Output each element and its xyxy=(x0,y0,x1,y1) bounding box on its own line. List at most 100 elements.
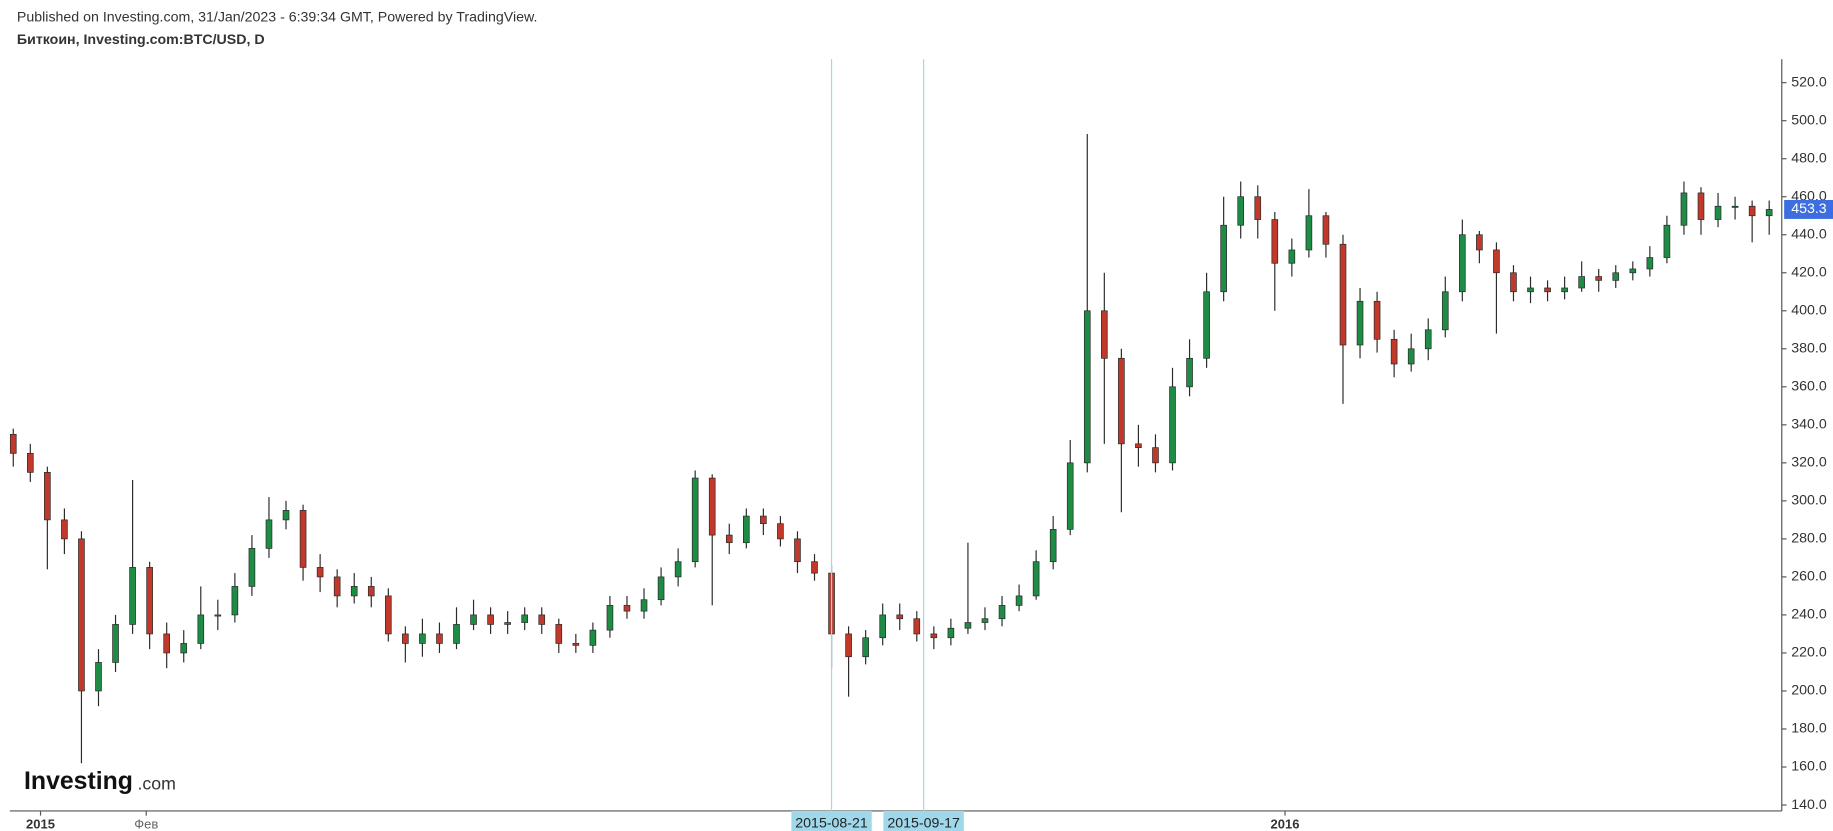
candle-body xyxy=(640,599,648,612)
candle-body xyxy=(794,538,801,563)
candle-body xyxy=(1697,192,1705,220)
candle-body xyxy=(248,548,256,587)
candle-body xyxy=(998,605,1006,620)
candle-body xyxy=(1271,219,1279,264)
logo-main: Investing xyxy=(24,768,133,795)
candle-body xyxy=(1356,300,1364,346)
candle-body xyxy=(555,624,563,644)
x-tick-label: Фев xyxy=(134,817,158,831)
candle-body xyxy=(1407,348,1415,365)
candle-body xyxy=(1305,215,1313,251)
y-tick-label: 300.0 xyxy=(1791,493,1827,509)
x-tick-label: 2016 xyxy=(1271,817,1300,831)
candle-body xyxy=(163,633,170,654)
candle-body xyxy=(350,586,358,597)
candle-body xyxy=(1441,291,1449,331)
candle-body xyxy=(1015,595,1023,606)
y-tick-label: 180.0 xyxy=(1791,721,1827,737)
candle-body xyxy=(521,614,529,623)
y-tick-label: 200.0 xyxy=(1791,683,1827,699)
candle-body xyxy=(691,477,699,563)
price-label-box xyxy=(1784,200,1833,219)
candle-body xyxy=(674,561,682,578)
candle-body xyxy=(95,662,102,692)
candle-body xyxy=(1083,310,1091,464)
candle-body xyxy=(231,586,239,616)
candle-body xyxy=(1646,257,1654,270)
candle-body xyxy=(538,614,546,625)
candle-body xyxy=(657,576,665,601)
candle-body xyxy=(1339,243,1347,346)
candle-body xyxy=(1527,287,1534,293)
candle-body xyxy=(1118,357,1125,445)
candle-body xyxy=(913,618,921,635)
candle-body xyxy=(453,624,460,644)
candle-body xyxy=(61,519,68,540)
candle-body xyxy=(845,633,852,658)
candle-body xyxy=(760,515,767,525)
y-tick-label: 500.0 xyxy=(1791,112,1827,128)
candle-body xyxy=(981,618,989,623)
candle-body xyxy=(1544,287,1551,293)
candle-body xyxy=(1373,300,1381,340)
y-tick-label: 360.0 xyxy=(1791,379,1827,395)
candle-body xyxy=(1663,224,1671,258)
candle-body xyxy=(1203,291,1210,359)
candle-body xyxy=(333,576,341,597)
candle-body xyxy=(1595,276,1603,281)
chart-title: Биткоин, Investing.com:BTC/USD, D xyxy=(17,32,265,48)
candle-body xyxy=(708,477,716,536)
logo-suffix: .com xyxy=(138,774,176,794)
candle-body xyxy=(930,633,938,639)
candle-body xyxy=(743,515,750,544)
candle-body xyxy=(1612,272,1620,281)
candle-body xyxy=(44,472,51,521)
candle-body xyxy=(1135,443,1142,448)
candle-body xyxy=(623,605,631,612)
candle-body xyxy=(299,510,307,568)
candle-body xyxy=(1254,196,1262,220)
y-tick-label: 340.0 xyxy=(1791,417,1827,433)
candle-body xyxy=(470,614,477,625)
y-tick-label: 420.0 xyxy=(1791,265,1827,281)
candle-body xyxy=(1578,276,1585,289)
candle-body xyxy=(1493,249,1500,274)
published-note: Published on Investing.com, 31/Jan/2023 … xyxy=(17,9,537,25)
candle-body xyxy=(879,614,887,639)
candle-body xyxy=(214,614,222,617)
candle-body xyxy=(1765,209,1773,217)
candle-body xyxy=(1459,234,1466,293)
y-tick-label: 440.0 xyxy=(1791,226,1827,242)
candle-body xyxy=(282,510,290,521)
candle-body xyxy=(1032,561,1040,597)
y-tick-label: 400.0 xyxy=(1791,303,1827,319)
candle-body xyxy=(367,586,375,597)
candle-body xyxy=(1101,310,1108,359)
candle-body xyxy=(1049,529,1057,563)
price-label: 453.3 xyxy=(1791,201,1827,217)
candle-body xyxy=(146,567,153,635)
y-tick-label: 280.0 xyxy=(1791,531,1827,547)
candle-body xyxy=(436,633,443,644)
candle-body xyxy=(1510,272,1517,293)
candle-body xyxy=(180,643,188,654)
candle-body xyxy=(385,595,392,635)
candle-body xyxy=(1561,287,1568,293)
candle-body xyxy=(1629,268,1637,274)
candle-body xyxy=(1714,205,1722,220)
candle-body xyxy=(811,561,818,574)
candle-body xyxy=(1237,196,1245,226)
candle-body xyxy=(777,523,784,540)
y-tick-label: 480.0 xyxy=(1791,150,1827,166)
candle-body xyxy=(504,622,511,625)
candle-body xyxy=(26,452,34,473)
candle-body xyxy=(78,538,85,692)
candle-body xyxy=(1288,249,1296,264)
candle-body xyxy=(1322,215,1330,245)
candle-body xyxy=(419,633,426,644)
candle-body xyxy=(1731,205,1739,208)
candle-body xyxy=(129,567,136,625)
candle-body xyxy=(1066,462,1074,530)
candle-body xyxy=(402,633,409,644)
